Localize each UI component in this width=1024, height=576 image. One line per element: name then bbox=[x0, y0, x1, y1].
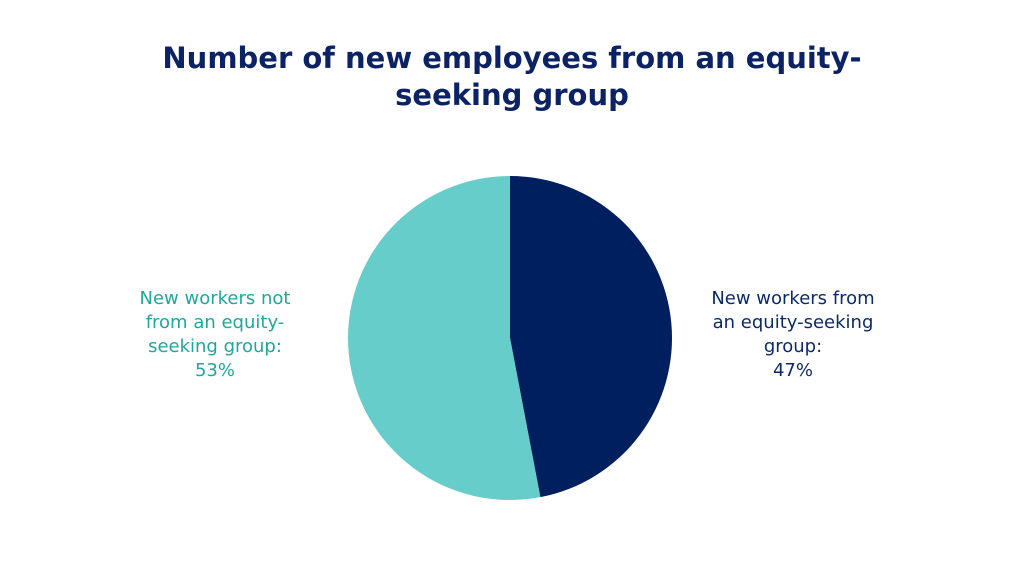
pie-slice bbox=[347, 176, 541, 500]
slice-label: New workers from an equity-seeking group… bbox=[703, 287, 883, 383]
slice-label: New workers not from an equity-seeking g… bbox=[125, 287, 305, 383]
slice-label-category: New workers from an equity-seeking group… bbox=[711, 288, 875, 357]
chart-title: Number of new employees from an equity-s… bbox=[162, 41, 862, 112]
slice-label-value: 47% bbox=[772, 360, 813, 381]
slice-label-value: 53% bbox=[194, 360, 235, 381]
slice-label-category: New workers not from an equity-seeking g… bbox=[139, 288, 291, 357]
pie-slice bbox=[510, 176, 672, 498]
